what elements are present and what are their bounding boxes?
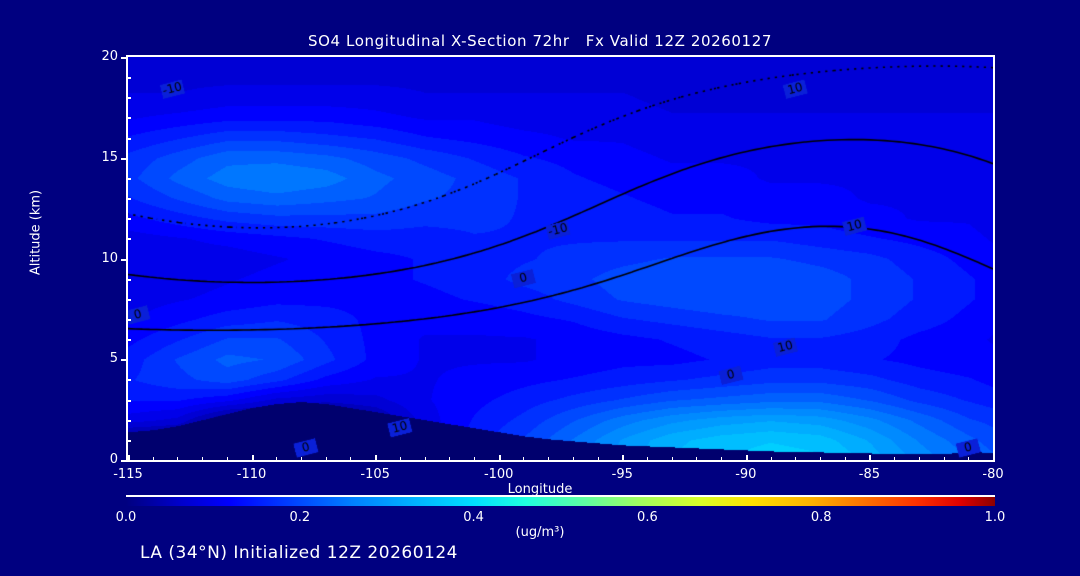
y-minor-tick (126, 339, 131, 342)
x-tick-label: -110 (236, 467, 267, 482)
colorbar-tick-label: 1.0 (984, 510, 1006, 525)
y-minor-tick (126, 278, 131, 281)
x-minor-tick (918, 457, 920, 462)
x-axis-label: Longitude (507, 482, 573, 497)
y-minor-tick (126, 399, 131, 402)
x-minor-tick (325, 457, 327, 462)
y-minor-tick (126, 218, 131, 221)
x-minor-tick (276, 457, 278, 462)
y-minor-tick (126, 117, 131, 120)
x-minor-tick (943, 457, 945, 462)
y-minor-tick (126, 419, 131, 422)
y-minor-tick (126, 298, 131, 301)
colorbar-units-label: (ug/m³) (515, 525, 565, 540)
y-minor-tick (126, 198, 131, 201)
x-minor-tick (350, 457, 352, 462)
figure-caption: LA (34°N) Initialized 12Z 20260124 (140, 543, 458, 563)
colorbar-tick-label: 0.2 (289, 510, 311, 525)
colorbar-tick-label: 0.6 (637, 510, 658, 525)
x-tick-label: -105 (360, 467, 390, 482)
x-tick-mark (869, 455, 872, 462)
x-minor-tick (820, 457, 821, 462)
y-tick-label: 20 (101, 49, 118, 64)
y-tick-mark (121, 57, 128, 59)
x-tick-label: -80 (982, 467, 1004, 482)
colorbar-tick-label: 0.8 (810, 510, 832, 525)
x-tick-mark (622, 455, 625, 462)
x-minor-tick (795, 457, 797, 462)
x-minor-tick (894, 457, 896, 462)
x-tick-mark (251, 455, 254, 462)
colorbar-tick-label: 0.4 (463, 510, 484, 525)
x-minor-tick (301, 457, 302, 462)
x-minor-tick (449, 457, 451, 462)
y-tick-mark (121, 359, 128, 362)
x-minor-tick (968, 457, 970, 462)
y-minor-tick (126, 177, 131, 180)
y-minor-tick (126, 439, 131, 442)
y-axis-label: Altitude (km) (28, 189, 44, 276)
y-tick-label: 0 (109, 452, 118, 467)
y-tick-mark (121, 258, 128, 261)
x-minor-tick (647, 457, 648, 462)
x-tick-label: -90 (735, 467, 757, 482)
x-minor-tick (399, 457, 401, 462)
x-minor-tick (523, 457, 525, 462)
y-tick-label: 15 (101, 149, 118, 165)
x-minor-tick (572, 457, 574, 462)
x-tick-mark (745, 455, 748, 462)
y-tick-label: 5 (109, 351, 118, 367)
y-minor-tick (126, 77, 131, 80)
x-tick-mark (128, 455, 130, 462)
x-tick-label: -115 (113, 467, 143, 482)
x-minor-tick (770, 457, 772, 462)
y-minor-tick (126, 379, 131, 382)
x-tick-label: -95 (611, 467, 633, 482)
y-minor-tick (126, 238, 131, 241)
y-minor-tick (126, 97, 131, 100)
x-tick-label: -85 (858, 467, 881, 482)
x-minor-tick (671, 457, 673, 462)
y-tick-mark (121, 460, 128, 462)
y-tick-label: 10 (101, 250, 118, 266)
x-minor-tick (474, 457, 475, 462)
x-minor-tick (177, 457, 179, 462)
colorbar[interactable] (126, 495, 995, 506)
colorbar-tick-label: 0.0 (115, 510, 137, 525)
x-minor-tick (597, 457, 599, 462)
y-tick-mark (121, 157, 128, 160)
y-minor-tick (126, 318, 131, 321)
x-minor-tick (721, 457, 723, 462)
x-minor-tick (696, 457, 698, 462)
x-minor-tick (202, 457, 204, 462)
contour-fill-canvas (128, 57, 993, 460)
x-minor-tick (844, 457, 846, 462)
x-tick-mark (993, 455, 995, 462)
x-tick-mark (498, 455, 501, 462)
plot-area[interactable] (126, 55, 995, 462)
y-minor-tick (126, 137, 131, 140)
colorbar-gradient (126, 495, 995, 506)
x-minor-tick (152, 457, 154, 462)
chart-title: SO4 Longitudinal X-Section 72hr Fx Valid… (308, 32, 772, 50)
x-tick-label: -100 (483, 467, 514, 482)
x-tick-mark (375, 455, 378, 462)
x-minor-tick (424, 457, 426, 462)
x-minor-tick (226, 457, 228, 462)
x-minor-tick (548, 457, 550, 462)
